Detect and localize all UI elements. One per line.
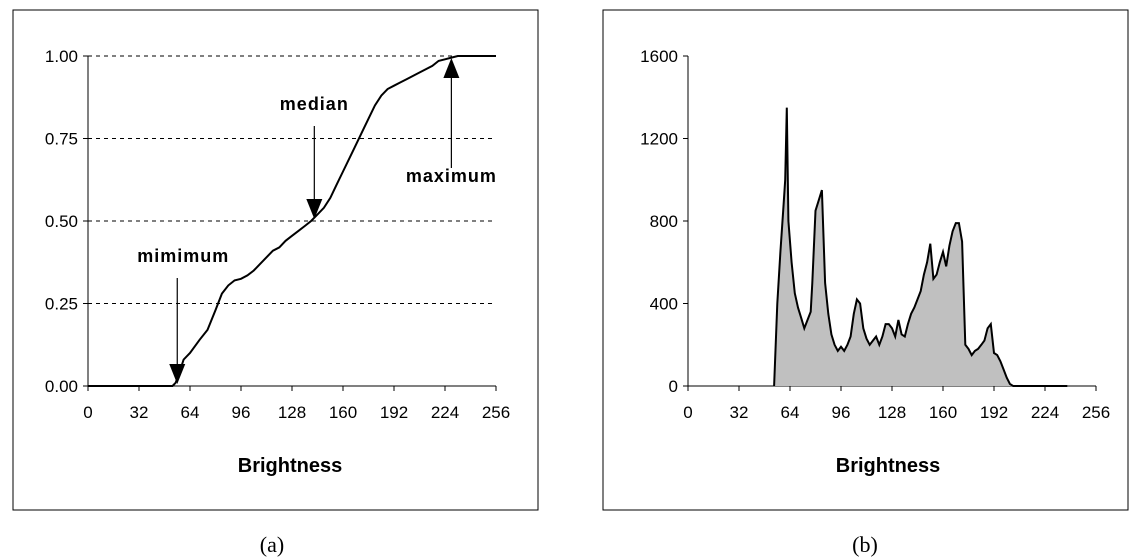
a-x-tick-label: 128 bbox=[278, 403, 306, 422]
a-y-tick-label: 0.25 bbox=[45, 295, 78, 314]
chart-a: 0.00 0.25 0.50 0.75 1.00 0 32 64 96 128 160 192 224… bbox=[12, 9, 539, 511]
chart-a-cumulative-line bbox=[88, 55, 496, 387]
chart-a-y-tick-labels: 0.00 0.25 0.50 0.75 1.00 bbox=[45, 47, 78, 396]
a-y-tick-label: 0.75 bbox=[45, 130, 78, 149]
chart-a-gridlines bbox=[88, 55, 496, 304]
annotation-arrowhead-maximum bbox=[443, 58, 460, 78]
b-x-tick-label: 32 bbox=[730, 403, 749, 422]
a-y-tick-label: 0.50 bbox=[45, 212, 78, 231]
chart-a-x-tick-labels: 0 32 64 96 128 160 192 224 256 bbox=[83, 403, 510, 422]
chart-b-x-tick-labels: 0 32 64 96 128 160 192 224 256 bbox=[683, 403, 1110, 422]
b-x-tick-label: 64 bbox=[781, 403, 800, 422]
a-y-tick-label: 1.00 bbox=[45, 47, 78, 66]
a-x-tick-label: 96 bbox=[232, 403, 251, 422]
caption-b: (b) bbox=[852, 532, 878, 557]
a-x-tick-label: 160 bbox=[329, 403, 357, 422]
caption-a: (a) bbox=[260, 532, 284, 557]
annotation-arrowhead-mimimum bbox=[169, 364, 186, 384]
annotation-label-mimimum: mimimum bbox=[137, 246, 229, 266]
b-y-tick-label: 1600 bbox=[640, 47, 678, 66]
chart-b-histogram-area bbox=[774, 107, 1068, 386]
a-y-tick-label: 0.00 bbox=[45, 377, 78, 396]
chart-a-x-axis-label: Brightness bbox=[238, 455, 342, 477]
annotation-arrowhead-median bbox=[306, 199, 323, 219]
b-y-tick-label: 400 bbox=[650, 295, 678, 314]
b-x-tick-label: 256 bbox=[1082, 403, 1110, 422]
chart-a-annotations: mimimum median maximum bbox=[137, 58, 497, 384]
chart-b-y-tick-labels: 0 400 800 1200 1600 bbox=[640, 47, 678, 396]
chart-b-histogram-outline bbox=[773, 107, 1068, 387]
annotation-label-maximum: maximum bbox=[406, 166, 497, 186]
b-x-tick-label: 192 bbox=[980, 403, 1008, 422]
a-x-tick-label: 64 bbox=[181, 403, 200, 422]
b-y-tick-label: 800 bbox=[650, 212, 678, 231]
a-x-tick-label: 0 bbox=[83, 403, 92, 422]
b-y-tick-label: 1200 bbox=[640, 130, 678, 149]
a-x-tick-label: 32 bbox=[130, 403, 149, 422]
chart-a-frame bbox=[12, 9, 539, 511]
b-x-tick-label: 224 bbox=[1031, 403, 1059, 422]
b-x-tick-label: 96 bbox=[832, 403, 851, 422]
chart-b: 0 400 800 1200 1600 0 32 64 96 128 160 192 224 256 B… bbox=[602, 9, 1129, 511]
a-x-tick-label: 256 bbox=[482, 403, 510, 422]
b-x-tick-label: 128 bbox=[878, 403, 906, 422]
chart-b-x-axis-label: Brightness bbox=[836, 455, 940, 477]
b-y-tick-label: 0 bbox=[669, 377, 678, 396]
b-x-tick-label: 160 bbox=[929, 403, 957, 422]
b-x-tick-label: 0 bbox=[683, 403, 692, 422]
chart-b-frame bbox=[602, 9, 1129, 511]
a-x-tick-label: 224 bbox=[431, 403, 459, 422]
a-x-tick-label: 192 bbox=[380, 403, 408, 422]
annotation-label-median: median bbox=[280, 94, 349, 114]
